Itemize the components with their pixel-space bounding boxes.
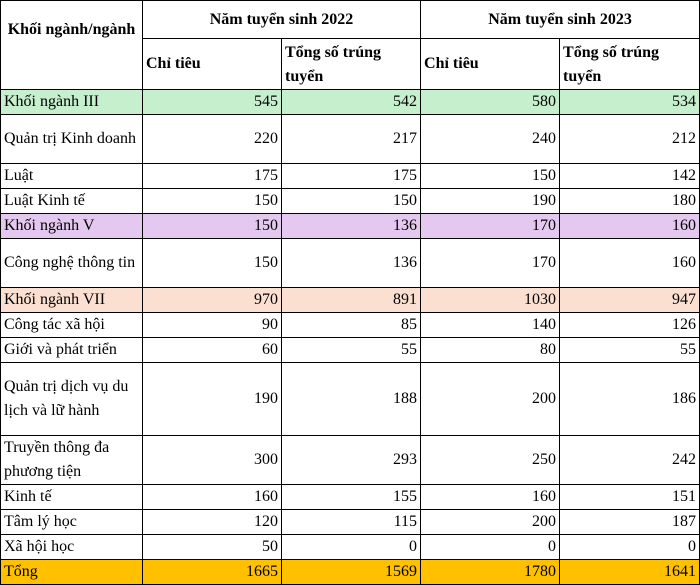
table-row: Công nghệ thông tin 150 136 170 160 — [0, 238, 700, 288]
quota-2023-cell: 580 — [420, 89, 561, 115]
row-name-cell: Quản trị Kinh doanh — [0, 114, 143, 164]
table-row: Tâm lý học 120 115 200 187 — [0, 509, 700, 535]
quota-2023-cell: 250 — [420, 435, 561, 485]
group-row: Khối ngành VII 970 891 1030 947 — [0, 287, 700, 313]
admitted-2022-cell: 188 — [280, 362, 422, 436]
admitted-2022-cell: 155 — [280, 484, 422, 510]
quota-2023-cell: 170 — [420, 238, 561, 288]
quota-2022-cell: 150 — [142, 238, 282, 288]
admitted-2023-cell: 534 — [559, 89, 700, 115]
table-row: Luật 175 175 150 142 — [0, 163, 700, 189]
row-name-cell: Luật — [0, 163, 143, 189]
table-row: Công tác xã hội 90 85 140 126 — [0, 312, 700, 338]
admitted-2022-cell: 891 — [280, 287, 422, 313]
quota-2022-cell: 300 — [142, 435, 282, 485]
admitted-2023-cell: 1641 — [559, 559, 700, 585]
admitted-2022-cell: 55 — [280, 337, 422, 363]
group-row: Khối ngành V 150 136 170 160 — [0, 213, 700, 239]
quota-2022-header: Chỉ tiêu — [142, 38, 282, 90]
admitted-2023-cell: 212 — [559, 114, 700, 164]
admitted-2023-cell: 160 — [559, 213, 700, 239]
row-name-cell: Quản trị dịch vụ du lịch và lữ hành — [0, 362, 143, 436]
table-row: Kinh tế 160 155 160 151 — [0, 484, 700, 510]
admitted-2022-cell: 136 — [280, 238, 422, 288]
admitted-2023-cell: 0 — [559, 534, 700, 560]
admitted-2022-cell: 85 — [280, 312, 422, 338]
quota-2023-cell: 80 — [420, 337, 561, 363]
quota-2023-cell: 140 — [420, 312, 561, 338]
row-name-cell: Xã hội học — [0, 534, 143, 560]
quota-2023-cell: 170 — [420, 213, 561, 239]
quota-2023-cell: 1030 — [420, 287, 561, 313]
quota-2022-cell: 160 — [142, 484, 282, 510]
quota-2023-cell: 160 — [420, 484, 561, 510]
admitted-2022-cell: 1569 — [280, 559, 422, 585]
admitted-2023-cell: 186 — [559, 362, 700, 436]
row-name-cell: Khối ngành V — [0, 213, 143, 239]
quota-2023-cell: 150 — [420, 163, 561, 189]
admitted-2022-cell: 0 — [280, 534, 422, 560]
table-row: Giới và phát triển 60 55 80 55 — [0, 337, 700, 363]
quota-2022-cell: 120 — [142, 509, 282, 535]
quota-2022-cell: 150 — [142, 188, 282, 214]
admitted-2023-cell: 126 — [559, 312, 700, 338]
admitted-2022-cell: 175 — [280, 163, 422, 189]
row-name-cell: Tổng — [0, 559, 143, 585]
admitted-2022-cell: 542 — [280, 89, 422, 115]
admitted-2022-cell: 217 — [280, 114, 422, 164]
quota-2023-cell: 240 — [420, 114, 561, 164]
quota-2022-cell: 970 — [142, 287, 282, 313]
quota-2022-cell: 90 — [142, 312, 282, 338]
group-row: Khối ngành III 545 542 580 534 — [0, 89, 700, 115]
row-name-cell: Công nghệ thông tin — [0, 238, 143, 288]
admitted-2022-header: Tổng số trúng tuyển — [280, 38, 422, 90]
quota-2023-cell: 190 — [420, 188, 561, 214]
admitted-2023-cell: 160 — [559, 238, 700, 288]
row-name-cell: Luật Kinh tế — [0, 188, 143, 214]
quota-2022-cell: 190 — [142, 362, 282, 436]
group-column-header: Khối ngành/ngành — [0, 0, 143, 90]
admitted-2023-cell: 142 — [559, 163, 700, 189]
table-row: Luật Kinh tế 150 150 190 180 — [0, 188, 700, 214]
admitted-2022-cell: 150 — [280, 188, 422, 214]
quota-2023-cell: 1780 — [420, 559, 561, 585]
quota-2022-cell: 175 — [142, 163, 282, 189]
admitted-2023-cell: 242 — [559, 435, 700, 485]
row-name-cell: Giới và phát triển — [0, 337, 143, 363]
table-row: Quản trị dịch vụ du lịch và lữ hành 190 18… — [0, 362, 700, 436]
quota-2023-cell: 200 — [420, 362, 561, 436]
row-name-cell: Truyền thông đa phương tiện — [0, 435, 143, 485]
total-row: Tổng 1665 1569 1780 1641 — [0, 559, 700, 585]
admitted-2022-cell: 115 — [280, 509, 422, 535]
quota-2022-cell: 50 — [142, 534, 282, 560]
quota-2023-header: Chỉ tiêu — [420, 38, 561, 90]
quota-2022-cell: 545 — [142, 89, 282, 115]
admitted-2023-header: Tổng số trúng tuyển — [559, 38, 700, 90]
quota-2022-cell: 150 — [142, 213, 282, 239]
admitted-2023-cell: 55 — [559, 337, 700, 363]
admitted-2023-cell: 180 — [559, 188, 700, 214]
quota-2022-cell: 220 — [142, 114, 282, 164]
table-row: Quản trị Kinh doanh 220 217 240 212 — [0, 114, 700, 164]
year-2023-header: Năm tuyển sinh 2023 — [420, 0, 700, 39]
row-name-cell: Khối ngành VII — [0, 287, 143, 313]
row-name-cell: Công tác xã hội — [0, 312, 143, 338]
table-row: Truyền thông đa phương tiện 300 293 250 242 — [0, 435, 700, 485]
admitted-2022-cell: 293 — [280, 435, 422, 485]
quota-2023-cell: 0 — [420, 534, 561, 560]
table-row: Xã hội học 50 0 0 0 — [0, 534, 700, 560]
row-name-cell: Kinh tế — [0, 484, 143, 510]
quota-2022-cell: 60 — [142, 337, 282, 363]
year-2022-header: Năm tuyển sinh 2022 — [141, 0, 422, 39]
admitted-2023-cell: 151 — [559, 484, 700, 510]
admitted-2022-cell: 136 — [280, 213, 422, 239]
quota-2023-cell: 200 — [420, 509, 561, 535]
row-name-cell: Khối ngành III — [0, 89, 143, 115]
quota-2022-cell: 1665 — [142, 559, 282, 585]
admitted-2023-cell: 947 — [559, 287, 700, 313]
row-name-cell: Tâm lý học — [0, 509, 143, 535]
admitted-2023-cell: 187 — [559, 509, 700, 535]
